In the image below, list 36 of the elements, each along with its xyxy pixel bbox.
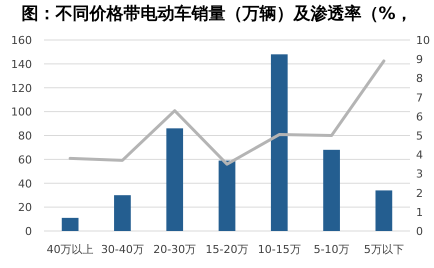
y2-tick-label: 7 (416, 91, 423, 104)
y2-tick-label: 2 (416, 186, 423, 200)
y-tick-label: 20 (18, 201, 32, 214)
x-tick-label: 40万以上 (46, 243, 94, 256)
x-tick-label: 30-40万 (100, 243, 144, 256)
bar (375, 190, 392, 231)
chart-title: 图：不同价格带电动车销量（万辆）及渗透率（%， (21, 4, 413, 24)
x-tick-label: 10-15万 (258, 243, 301, 256)
y-tick-label: 80 (18, 130, 32, 142)
y2-tick-label: 8 (416, 72, 423, 86)
bar (62, 218, 79, 231)
y-tick-label: 40 (18, 177, 32, 190)
bar (323, 150, 340, 231)
y2-tick-label: 0 (416, 225, 423, 238)
y-tick-label: 120 (11, 82, 32, 95)
y-tick-label: 0 (25, 225, 32, 238)
x-tick-label: 15-20万 (206, 243, 248, 256)
y-tick-label: 100 (11, 106, 32, 119)
x-tick-label: 5-10万 (314, 243, 350, 256)
y-tick-label: 60 (18, 153, 32, 166)
bar (114, 195, 131, 231)
y2-tick-label: 9 (416, 53, 423, 66)
x-tick-label: 5万以下 (364, 243, 404, 256)
y2-tick-label: 5 (416, 130, 423, 142)
y-tick-label: 160 (11, 34, 32, 47)
y2-tick-label: 3 (416, 168, 423, 181)
y2-tick-label: 4 (416, 148, 423, 162)
line-series (68, 60, 386, 166)
y2-tick-label: 6 (416, 110, 423, 124)
x-tick-label: 20-30万 (153, 243, 196, 256)
bar (218, 160, 236, 231)
bar (270, 54, 288, 231)
y-tick-label: 140 (11, 58, 32, 71)
y2-tick-label: 1 (416, 206, 423, 219)
y2-tick-label: 10 (416, 34, 430, 47)
bar (166, 128, 184, 231)
